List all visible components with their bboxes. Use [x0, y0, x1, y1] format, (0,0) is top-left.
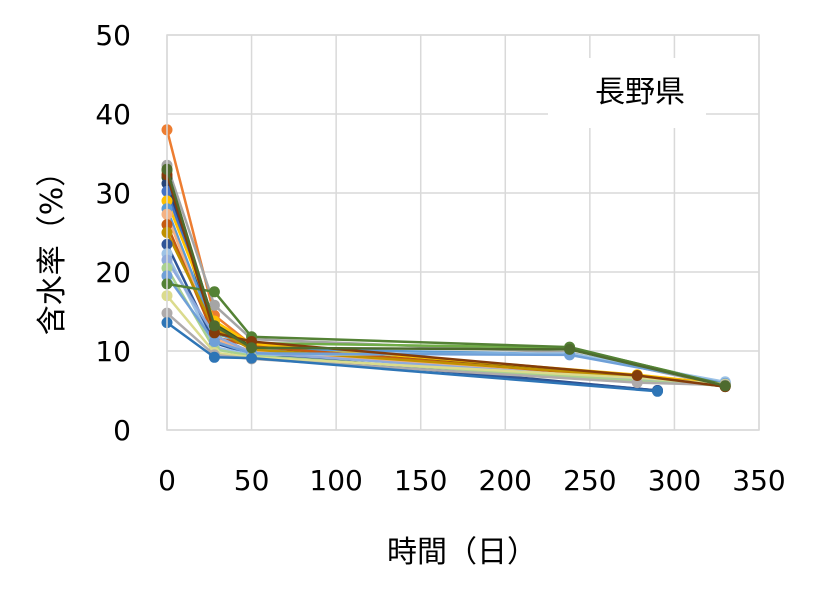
y-tick-label: 10	[95, 335, 131, 368]
x-tick-label: 200	[479, 464, 532, 497]
data-point	[208, 286, 220, 298]
x-axis-title: 時間（日）	[387, 535, 537, 570]
y-tick-label: 0	[113, 414, 131, 447]
x-tick-label: 0	[158, 464, 176, 497]
region-annotation: 長野県	[595, 75, 685, 110]
y-tick-label: 30	[95, 177, 131, 210]
data-point	[208, 351, 220, 363]
plot-area-border	[166, 34, 760, 431]
x-tick-label: 50	[234, 464, 270, 497]
x-tick-label: 150	[394, 464, 447, 497]
y-tick-label: 50	[95, 19, 131, 52]
x-tick-label: 350	[732, 464, 785, 497]
y-tick-label: 20	[95, 256, 131, 289]
data-point	[564, 343, 576, 355]
annotation-box	[548, 58, 706, 128]
x-tick-label: 100	[309, 464, 362, 497]
x-tick-label: 250	[563, 464, 616, 497]
data-point	[631, 370, 643, 381]
series-line	[166, 321, 658, 393]
series-layer	[161, 124, 731, 397]
data-point	[652, 385, 663, 397]
data-point	[719, 380, 731, 392]
data-point	[246, 342, 258, 354]
series-22	[161, 163, 731, 392]
data-point	[208, 299, 220, 311]
x-tick-label: 300	[648, 464, 701, 497]
y-axis-title: 含水率（%）	[35, 157, 70, 336]
x-axis-ticks: 0 50 100 150 200 250 300 350	[158, 464, 786, 497]
data-point	[246, 352, 258, 364]
y-tick-label: 40	[95, 98, 131, 131]
series-20	[161, 317, 663, 397]
data-point	[208, 320, 220, 332]
y-axis-ticks: 0 10 20 30 40 50	[95, 19, 131, 447]
data-point	[208, 336, 220, 347]
